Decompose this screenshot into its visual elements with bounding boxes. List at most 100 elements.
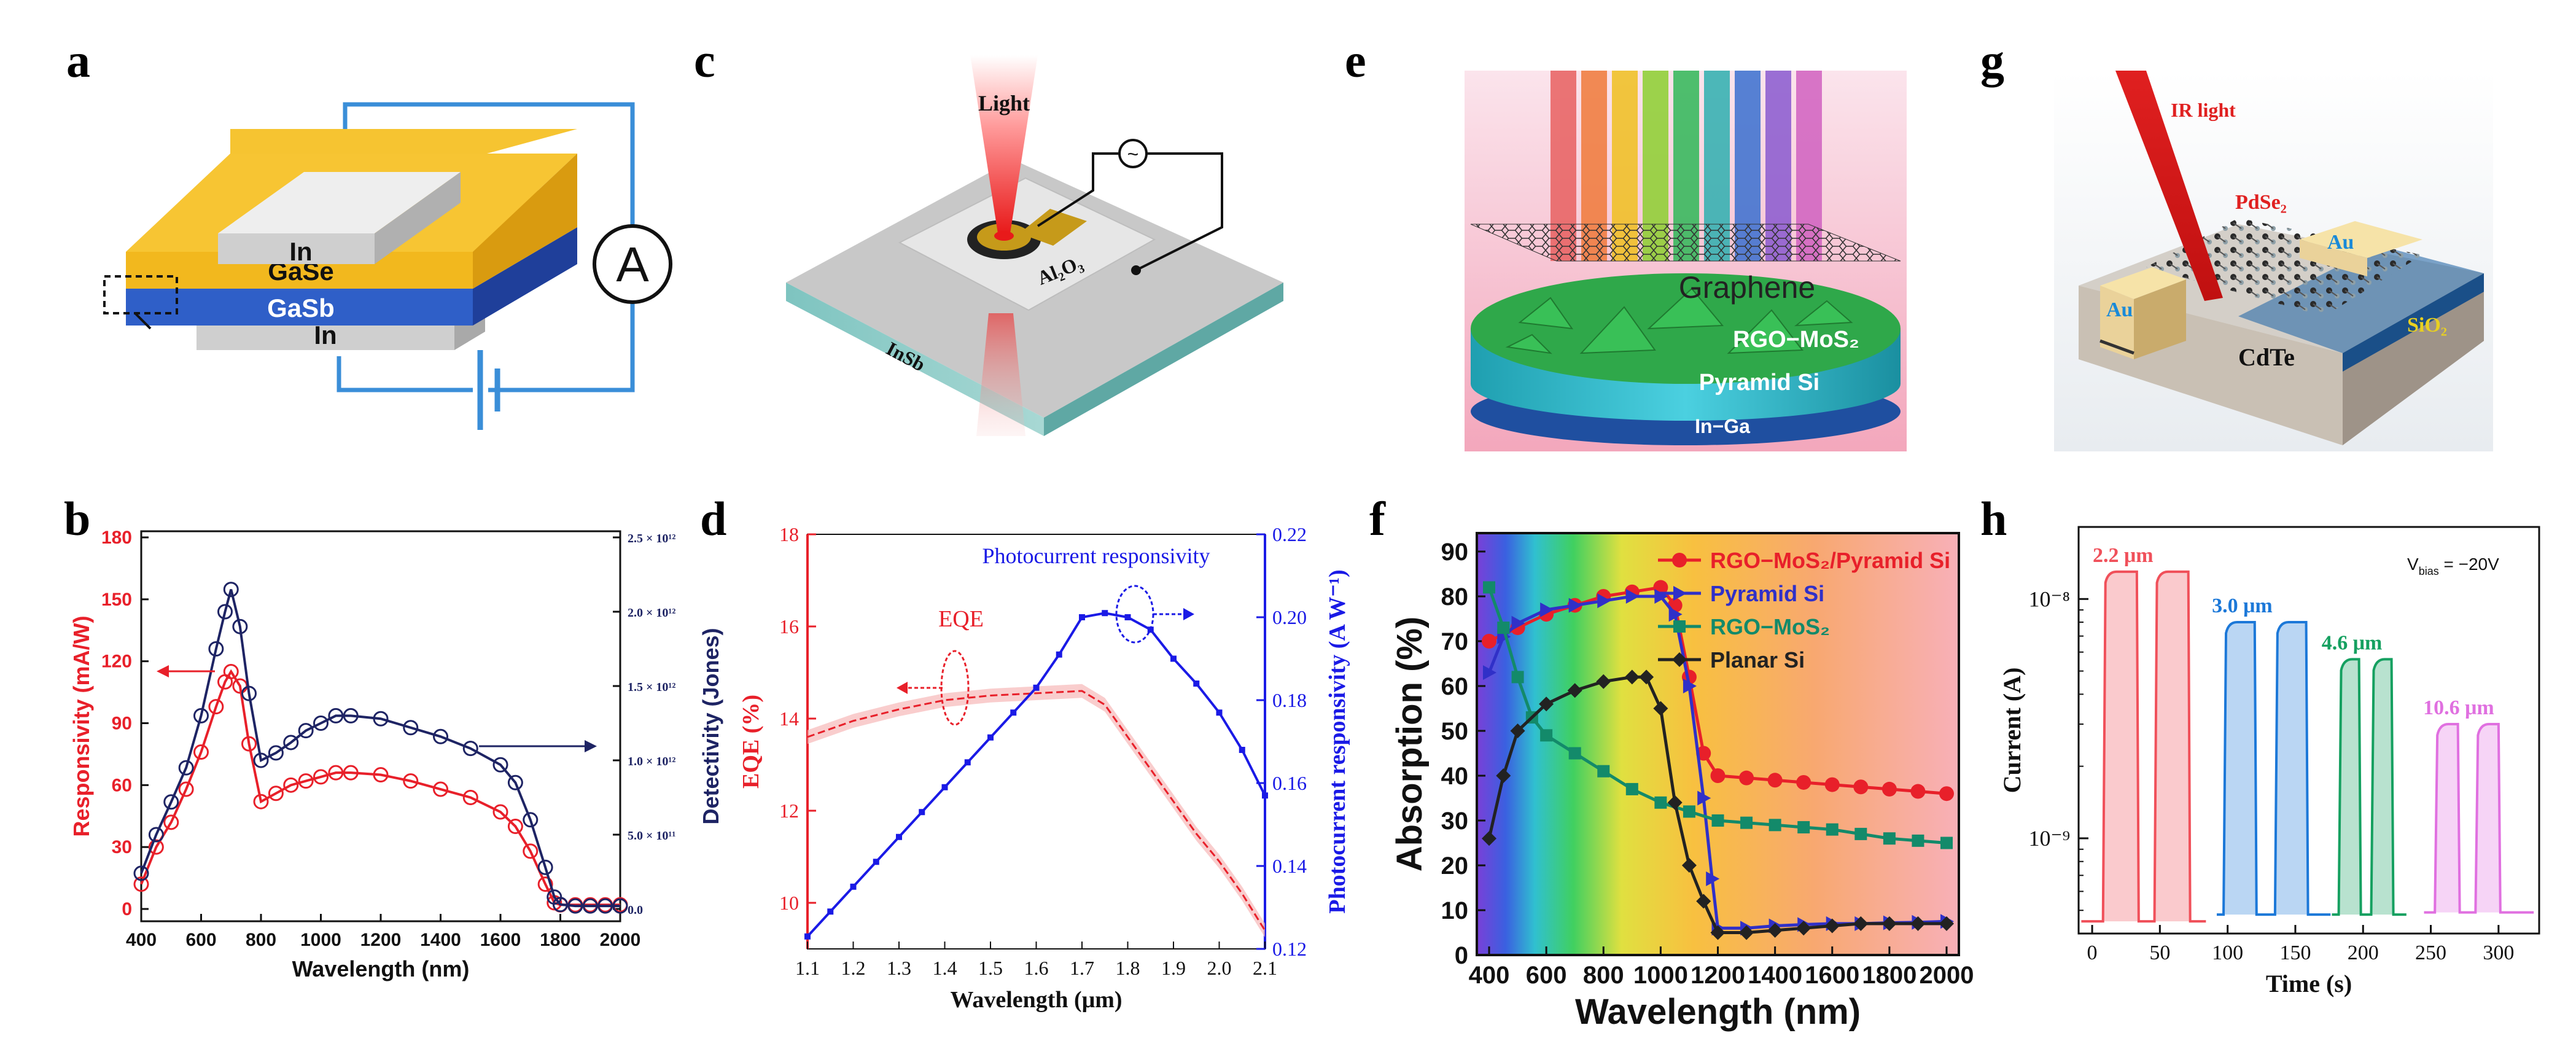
y-tick-label: 10⁻⁹ [2028,826,2070,851]
y-tick-label: 0 [1455,942,1468,969]
y2-axis-label: Photocurrent responsivity (A W⁻¹) [1325,569,1350,913]
panel-label-e: e [1345,34,1366,87]
y-tick-label: 30 [1441,808,1469,835]
data-point [1769,819,1781,832]
top-in-top-face [218,172,461,233]
eqe-line [807,690,1266,931]
y2-tick-label: 0.22 [1272,523,1307,545]
ac-source-symbol: ~ [1127,143,1139,165]
x-tick-label: 1.2 [841,957,866,979]
x-tick-label: 2.0 [1207,957,1232,979]
au-right-label: Au [2327,231,2354,254]
pulse-label: 10.6 μm [2423,696,2494,719]
y-tick-label: 18 [779,523,799,545]
data-point [1826,823,1839,836]
bias-value: = −20V [2439,555,2499,574]
data-point [1511,671,1524,684]
top-in-layer [218,233,375,264]
data-point [1625,782,1638,795]
gasb-label: GaSb [267,294,335,322]
data-point [567,898,583,914]
ir-light-label: IR light [2171,99,2236,121]
data-point [553,897,568,913]
x-tick-label: 800 [1583,962,1624,989]
data-point [343,708,359,723]
data-point [208,699,224,715]
pulse-fill [2224,622,2308,915]
data-point [241,736,257,752]
data-point [217,604,233,620]
pyramid-si-label: Pyramid Si [1699,370,1819,396]
x-tick-label: 1000 [300,930,341,950]
data-point [492,804,508,820]
bias-sub: bias [2419,565,2439,577]
legend-marker [1673,586,1687,601]
x-tick-label: 150 [2279,942,2311,964]
data-point [193,744,209,760]
y2-tick-label: 0.12 [1272,938,1307,960]
data-point [313,716,329,731]
x-tick-label: 1600 [1805,962,1859,989]
data-point [1654,589,1668,604]
gasb-layer [126,289,473,326]
data-point [253,752,269,768]
panel-label-d: d [700,492,727,545]
light-beam [970,55,1038,233]
data-point [537,859,553,875]
y-tick-label: 90 [1441,539,1469,566]
top-in-label: In [289,237,312,266]
y2-tick-label: 2.0 × 10¹² [628,606,675,620]
x-tick-label: 2.1 [1253,957,1277,979]
bias-voltage-label: Vbias = −20V [2407,555,2499,577]
sio2-layer [2343,273,2484,372]
y-tick-label: 10 [779,892,799,914]
y2-tick-label: 5.0 × 10¹¹ [628,829,675,843]
data-point [1483,581,1495,594]
data-point [1881,781,1897,797]
data-point [462,741,478,757]
sio2-label: SiO₂ [2407,314,2447,337]
y2-tick-label: 0.18 [1272,689,1307,711]
data-point [1497,622,1510,634]
data-point [1597,593,1611,609]
data-point [1796,921,1811,936]
y-tick-label: 70 [1441,628,1469,655]
data-point [1940,836,1953,849]
data-point [804,933,811,940]
legend-marker [1673,620,1686,633]
x-tick-label: 1.1 [795,957,820,979]
data-point [268,786,284,801]
data-point [133,865,149,881]
data-point [919,809,925,816]
graphene-label: Graphene [1679,270,1815,305]
data-point [373,711,389,727]
y-tick-label: 60 [112,775,132,795]
y-tick-label: 0 [122,899,132,919]
in-ga-label: In−Ga [1695,415,1750,437]
pulse-trace [2424,723,2534,914]
data-point [1625,589,1640,604]
data-point [223,663,239,679]
data-point [328,765,344,781]
pulse-label: 2.2 μm [2093,544,2154,567]
data-point [1056,651,1062,658]
pulse-trace [2081,570,2206,923]
data-point [1824,777,1840,792]
data-point [1239,747,1245,753]
x-axis-label: Wavelength (μm) [950,987,1122,1013]
data-point [896,833,902,840]
data-point [1696,894,1711,909]
arrowhead [585,740,597,752]
y2-tick-label: 0.20 [1272,606,1307,628]
arrowhead [1183,608,1194,620]
data-point [1262,792,1268,799]
data-point [1216,709,1223,716]
data-point [612,898,628,914]
x-axis-label: Wavelength (nm) [1575,992,1861,1032]
data-point [1767,922,1783,938]
y2-tick-label: 1.5 × 10¹² [628,680,675,694]
gase-layer [126,252,473,289]
y-tick-label: 40 [1441,763,1469,790]
spectrum-background [1477,533,1959,955]
eqe-annotation: EQE [938,606,984,632]
